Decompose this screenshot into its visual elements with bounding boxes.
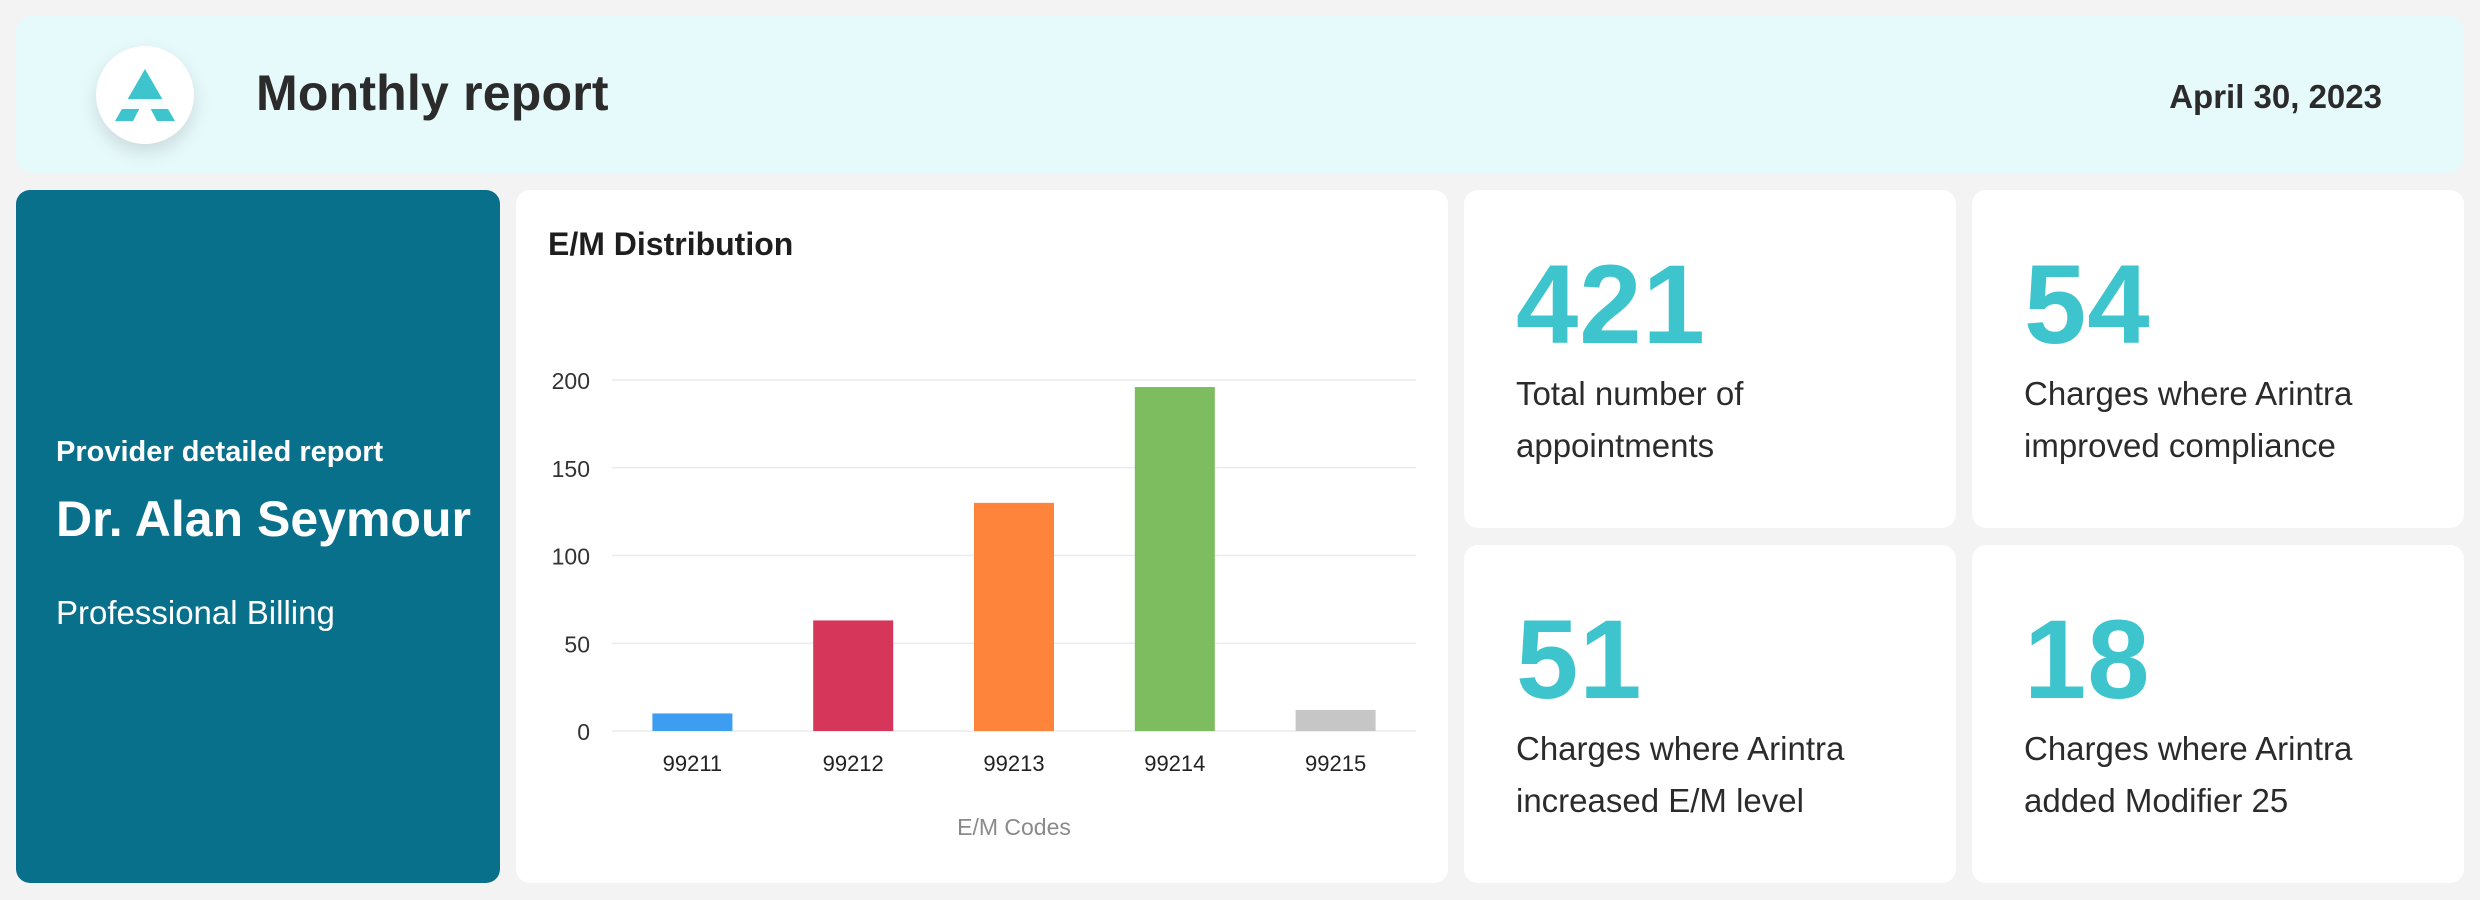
stat-label: Total number of appointments (1516, 375, 1744, 464)
bar-99213 (974, 502, 1054, 731)
y-tick-label: 150 (552, 456, 590, 482)
x-axis-label: E/M Codes (957, 814, 1071, 840)
bar-99212 (813, 620, 894, 731)
bar-99215 (1295, 709, 1376, 731)
stat-label: Charges where Arintra improved complianc… (2024, 375, 2353, 464)
stat-value: 54 (2024, 242, 2151, 367)
x-tick-label: 99215 (1305, 751, 1366, 776)
stat-value: 18 (2024, 597, 2151, 722)
em-distribution-card: E/M Distribution 0 50 100 150 200 99211 99212 9… (516, 190, 1448, 883)
report-date: April 30, 2023 (2169, 78, 2382, 115)
stat-value: 421 (1516, 242, 1706, 367)
x-tick-label: 99213 (983, 751, 1044, 776)
bar-99211 (652, 713, 733, 731)
provider-department: Professional Billing (56, 594, 335, 631)
y-tick-label: 50 (564, 631, 590, 657)
stat-card-increased-em-level: 51 Charges where Arintra increased E/M l… (1464, 545, 1956, 883)
y-tick-label: 200 (552, 368, 590, 394)
stat-label: Charges where Arintra increased E/M leve… (1516, 730, 1845, 819)
x-tick-label: 99214 (1144, 751, 1205, 776)
y-tick-label: 0 (577, 719, 590, 745)
stat-label: Charges where Arintra added Modifier 25 (2024, 730, 2353, 819)
page-title: Monthly report (256, 65, 609, 121)
provider-kicker: Provider detailed report (56, 436, 384, 468)
provider-panel: Provider detailed report Dr. Alan Seymou… (16, 190, 500, 883)
x-tick-label: 99211 (663, 751, 723, 776)
stat-card-improved-compliance: 54 Charges where Arintra improved compli… (1972, 190, 2464, 528)
x-tick-label: 99212 (823, 751, 884, 776)
y-tick-label: 100 (552, 544, 590, 570)
provider-name: Dr. Alan Seymour (56, 491, 471, 547)
bar-99214 (1134, 387, 1215, 731)
em-distribution-chart: 0 50 100 150 200 99211 99212 99213 99214 99215 E/M… (552, 368, 1416, 840)
stat-value: 51 (1516, 597, 1643, 722)
stat-card-appointments: 421 Total number of appointments (1464, 190, 1956, 528)
arintra-a-logo-icon (96, 46, 194, 144)
report-header: Monthly report April 30, 2023 (16, 16, 2464, 173)
stat-card-added-modifier-25: 18 Charges where Arintra added Modifier … (1972, 545, 2464, 883)
chart-title: E/M Distribution (548, 226, 794, 262)
